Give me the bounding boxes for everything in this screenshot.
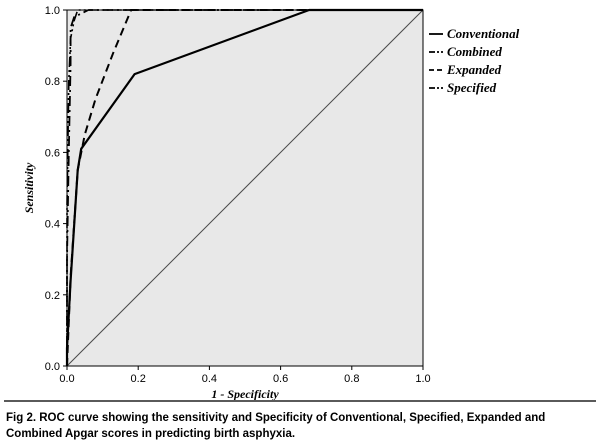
axes-layer: 0.0 0.2 0.4 0.6 0.8 1.0 0.0 0.2 0.4 0.6 0.8 1.0 xyxy=(45,5,431,385)
x-tick-label: 1.0 xyxy=(415,373,430,385)
legend-label-combined: Combined xyxy=(447,44,502,59)
legend-label-expanded: Expanded xyxy=(446,62,502,77)
legend: Conventional Combined Expanded Specified xyxy=(429,26,520,95)
y-tick-label: 1.0 xyxy=(45,5,60,17)
reference-diagonal-line xyxy=(66,9,424,367)
legend-label-specified: Specified xyxy=(447,80,497,95)
x-tick-label: 0.0 xyxy=(59,373,74,385)
legend-label-conventional: Conventional xyxy=(447,26,520,41)
y-axis-label: Sensitivity xyxy=(22,162,36,213)
series-line-specified xyxy=(66,9,423,366)
y-tick-label: 0.0 xyxy=(45,361,60,373)
y-tick-label: 0.2 xyxy=(45,290,60,302)
x-axis-label: 1 - Specificity xyxy=(211,387,279,400)
x-tick-label: 0.8 xyxy=(344,373,359,385)
series-line-expanded xyxy=(66,9,423,367)
caption-divider xyxy=(4,400,596,402)
x-tick-label: 0.6 xyxy=(273,373,288,385)
y-tick-label: 0.6 xyxy=(45,147,60,159)
figure-caption: Fig 2. ROC curve showing the sensitivity… xyxy=(6,412,546,440)
x-tick-label: 0.4 xyxy=(202,373,217,385)
y-tick-label: 0.4 xyxy=(45,219,60,231)
series-layer xyxy=(65,8,423,367)
y-tick-label: 0.8 xyxy=(45,76,60,88)
x-tick-label: 0.2 xyxy=(131,373,146,385)
roc-chart: 0.0 0.2 0.4 0.6 0.8 1.0 0.0 0.2 0.4 0.6 0.8 1.0 Con… xyxy=(22,5,520,400)
